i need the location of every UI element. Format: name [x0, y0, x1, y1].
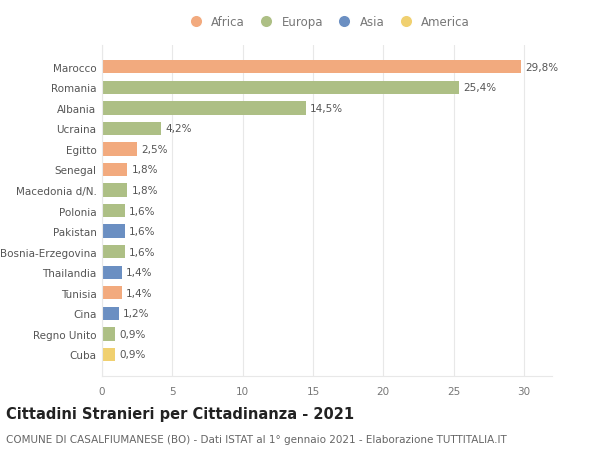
- Bar: [102, 184, 127, 197]
- Bar: [102, 286, 122, 300]
- Text: 4,2%: 4,2%: [165, 124, 192, 134]
- Bar: [102, 61, 521, 74]
- Bar: [102, 348, 115, 361]
- Legend: Africa, Europa, Asia, America: Africa, Europa, Asia, America: [179, 11, 475, 34]
- Bar: [102, 204, 125, 218]
- Bar: [102, 266, 122, 280]
- Text: 1,6%: 1,6%: [129, 247, 155, 257]
- Text: COMUNE DI CASALFIUMANESE (BO) - Dati ISTAT al 1° gennaio 2021 - Elaborazione TUT: COMUNE DI CASALFIUMANESE (BO) - Dati IST…: [6, 434, 507, 444]
- Text: 1,4%: 1,4%: [126, 288, 152, 298]
- Text: Cittadini Stranieri per Cittadinanza - 2021: Cittadini Stranieri per Cittadinanza - 2…: [6, 406, 354, 421]
- Text: 14,5%: 14,5%: [310, 104, 343, 113]
- Bar: [102, 328, 115, 341]
- Bar: [102, 123, 161, 136]
- Text: 0,9%: 0,9%: [119, 329, 145, 339]
- Text: 1,2%: 1,2%: [123, 309, 149, 319]
- Text: 2,5%: 2,5%: [142, 145, 168, 155]
- Bar: [102, 307, 119, 320]
- Bar: [102, 246, 125, 259]
- Text: 1,6%: 1,6%: [129, 227, 155, 237]
- Text: 0,9%: 0,9%: [119, 350, 145, 360]
- Bar: [102, 102, 306, 115]
- Text: 1,8%: 1,8%: [131, 185, 158, 196]
- Bar: [102, 143, 137, 156]
- Bar: [102, 163, 127, 177]
- Text: 29,8%: 29,8%: [525, 62, 559, 73]
- Text: 1,4%: 1,4%: [126, 268, 152, 278]
- Text: 25,4%: 25,4%: [463, 83, 497, 93]
- Text: 1,8%: 1,8%: [131, 165, 158, 175]
- Bar: [102, 225, 125, 238]
- Bar: [102, 81, 459, 95]
- Text: 1,6%: 1,6%: [129, 206, 155, 216]
